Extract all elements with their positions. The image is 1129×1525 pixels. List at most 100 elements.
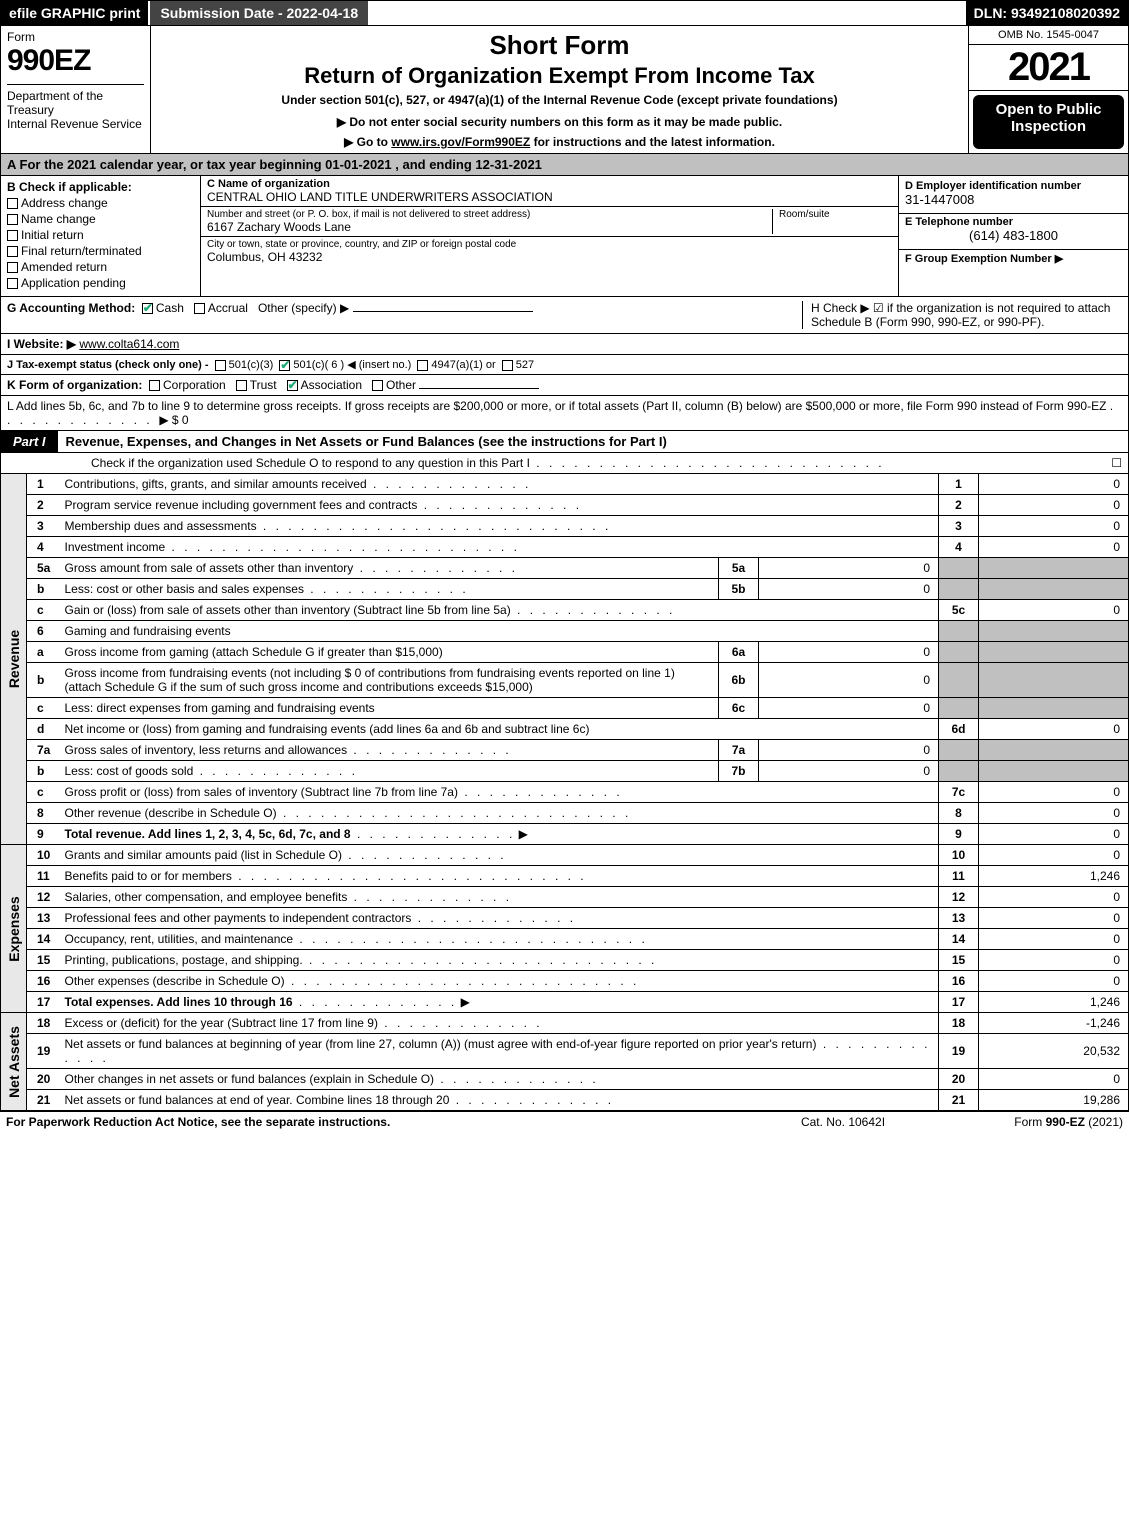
l18-rn: 18 <box>939 1013 979 1034</box>
block-b-to-f: B Check if applicable: Address change Na… <box>0 176 1129 297</box>
cb-assoc[interactable] <box>287 380 298 391</box>
h-text: H Check ▶ ☑ if the organization is not r… <box>811 301 1110 329</box>
l6d-rn: 6d <box>939 719 979 740</box>
l16-rv: 0 <box>979 971 1129 992</box>
l3-rn: 3 <box>939 516 979 537</box>
part1-header: Part I Revenue, Expenses, and Changes in… <box>0 431 1129 453</box>
l5a-shade1 <box>939 558 979 579</box>
website-link[interactable]: www.colta614.com <box>79 337 179 351</box>
l21-rn: 21 <box>939 1090 979 1111</box>
cb-trust[interactable] <box>236 380 247 391</box>
cb-address-change[interactable]: Address change <box>7 196 194 210</box>
opt-amended: Amended return <box>21 260 107 274</box>
c-street-lbl: Number and street (or P. O. box, if mail… <box>207 209 764 220</box>
l5a-sv: 0 <box>759 558 939 579</box>
l7b-shade1 <box>939 761 979 782</box>
efile-label[interactable]: efile GRAPHIC print <box>1 1 148 25</box>
under-section: Under section 501(c), 527, or 4947(a)(1)… <box>159 93 960 107</box>
cb-name-change[interactable]: Name change <box>7 212 194 226</box>
l6c-n: c <box>27 698 61 719</box>
cb-501c3[interactable] <box>215 360 226 371</box>
line-6a: a Gross income from gaming (attach Sched… <box>1 642 1129 663</box>
line-5b: b Less: cost or other basis and sales ex… <box>1 579 1129 600</box>
cb-amended-return[interactable]: Amended return <box>7 260 194 274</box>
l-text: L Add lines 5b, 6c, and 7b to line 9 to … <box>7 399 1106 413</box>
l6c-sv: 0 <box>759 698 939 719</box>
l8-d: Other revenue (describe in Schedule O) <box>65 806 277 820</box>
l12-rv: 0 <box>979 887 1129 908</box>
l6a-shade1 <box>939 642 979 663</box>
irs-link[interactable]: www.irs.gov/Form990EZ <box>391 135 530 149</box>
l8-rv: 0 <box>979 803 1129 824</box>
row-gh: G Accounting Method: Cash Accrual Other … <box>0 297 1129 334</box>
g-other-blank[interactable] <box>353 311 533 312</box>
c-street-val: 6167 Zachary Woods Lane <box>207 220 764 234</box>
cb-accrual[interactable] <box>194 303 205 314</box>
l5b-shade2 <box>979 579 1129 600</box>
l6b-shade1 <box>939 663 979 698</box>
l7a-sn: 7a <box>719 740 759 761</box>
line-10: Expenses 10 Grants and similar amounts p… <box>1 845 1129 866</box>
l6b-sv: 0 <box>759 663 939 698</box>
l10-rn: 10 <box>939 845 979 866</box>
l6a-sv: 0 <box>759 642 939 663</box>
l5c-rn: 5c <box>939 600 979 621</box>
line-17: 17 Total expenses. Add lines 10 through … <box>1 992 1129 1013</box>
l7a-d: Gross sales of inventory, less returns a… <box>65 743 348 757</box>
l7c-d: Gross profit or (loss) from sales of inv… <box>65 785 458 799</box>
line-7b: b Less: cost of goods sold 7b 0 <box>1 761 1129 782</box>
cb-501c[interactable] <box>279 360 290 371</box>
l14-d: Occupancy, rent, utilities, and maintena… <box>65 932 294 946</box>
l7a-shade1 <box>939 740 979 761</box>
part1-sub-text: Check if the organization used Schedule … <box>91 456 530 470</box>
l3-d: Membership dues and assessments <box>65 519 257 533</box>
k-other-blank[interactable] <box>419 388 539 389</box>
cb-final-return[interactable]: Final return/terminated <box>7 244 194 258</box>
form-header: Form 990EZ Department of the Treasury In… <box>0 26 1129 154</box>
lines-table-expenses: Expenses 10 Grants and similar amounts p… <box>0 845 1129 1013</box>
l10-d: Grants and similar amounts paid (list in… <box>65 848 342 862</box>
l5a-sn: 5a <box>719 558 759 579</box>
cb-application-pending[interactable]: Application pending <box>7 276 194 290</box>
j-b: 501(c)( 6 ) ◀ (insert no.) <box>293 359 411 371</box>
l13-n: 13 <box>27 908 61 929</box>
l19-rv: 20,532 <box>979 1034 1129 1069</box>
cb-4947[interactable] <box>417 360 428 371</box>
section-j: J Tax-exempt status (check only one) - 5… <box>0 355 1129 375</box>
cb-527[interactable] <box>502 360 513 371</box>
part1-sub: Check if the organization used Schedule … <box>0 453 1129 474</box>
line-7a: 7a Gross sales of inventory, less return… <box>1 740 1129 761</box>
l18-n: 18 <box>27 1013 61 1034</box>
l18-d: Excess or (deficit) for the year (Subtra… <box>65 1016 378 1030</box>
vlabel-netassets: Net Assets <box>1 1013 27 1111</box>
c-city-lbl: City or town, state or province, country… <box>207 239 516 250</box>
top-bar: efile GRAPHIC print Submission Date - 20… <box>0 0 1129 26</box>
l17-n: 17 <box>27 992 61 1013</box>
l6d-d: Net income or (loss) from gaming and fun… <box>65 722 590 736</box>
line-a: A For the 2021 calendar year, or tax yea… <box>0 154 1129 176</box>
c-street-row: Number and street (or P. O. box, if mail… <box>201 207 898 237</box>
l7b-sn: 7b <box>719 761 759 782</box>
l6b-n: b <box>27 663 61 698</box>
cb-initial-return[interactable]: Initial return <box>7 228 194 242</box>
c-name-val: CENTRAL OHIO LAND TITLE UNDERWRITERS ASS… <box>207 190 553 204</box>
line-14: 14 Occupancy, rent, utilities, and maint… <box>1 929 1129 950</box>
l12-n: 12 <box>27 887 61 908</box>
l18-rv: -1,246 <box>979 1013 1129 1034</box>
l2-rn: 2 <box>939 495 979 516</box>
l6d-rv: 0 <box>979 719 1129 740</box>
part1-sub-box[interactable]: ☐ <box>1092 456 1122 470</box>
l10-rv: 0 <box>979 845 1129 866</box>
l17-rn: 17 <box>939 992 979 1013</box>
c-city-val: Columbus, OH 43232 <box>207 250 516 264</box>
cb-cash[interactable] <box>142 303 153 314</box>
l7c-rv: 0 <box>979 782 1129 803</box>
l11-rn: 11 <box>939 866 979 887</box>
cb-corp[interactable] <box>149 380 160 391</box>
header-right: OMB No. 1545-0047 2021 Open to Public In… <box>968 26 1128 153</box>
vlabel-expenses-text: Expenses <box>6 896 22 961</box>
l20-d: Other changes in net assets or fund bala… <box>65 1072 435 1086</box>
c-room-lbl: Room/suite <box>779 209 892 220</box>
cb-other[interactable] <box>372 380 383 391</box>
l5b-d: Less: cost or other basis and sales expe… <box>65 582 304 596</box>
